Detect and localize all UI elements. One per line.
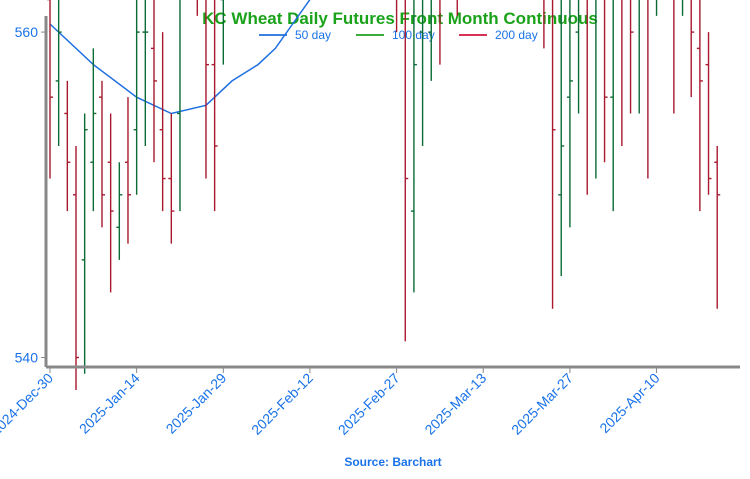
ohlc-bar	[196, 0, 199, 16]
ohlc-bar	[566, 0, 573, 228]
ohlc-bar	[647, 0, 649, 179]
ohlc-bar	[168, 113, 175, 244]
legend-item: 50 day	[259, 28, 331, 42]
ohlc-bar	[220, 0, 225, 65]
x-tick-label: 2025-Jan-29	[163, 370, 230, 437]
ohlc-bar	[98, 80, 105, 228]
ohlc-bar	[124, 97, 131, 244]
ohlc-bar	[116, 162, 123, 260]
ohlc-bar	[159, 32, 166, 212]
x-tick-label: 2025-Feb-12	[248, 370, 316, 438]
ohlc-bar	[419, 0, 424, 146]
x-tick-label: 2025-Mar-13	[421, 370, 489, 438]
x-tick-label: 2025-Mar-27	[508, 370, 576, 438]
ohlc-bar	[410, 0, 417, 293]
x-axis: 2024-Dec-30 2025-Jan-14 2025-Jan-29 2025-Fe…	[0, 367, 663, 438]
legend-label: 50 day	[295, 28, 331, 42]
ohlc-bar	[211, 0, 218, 212]
ohlc-bar	[55, 0, 62, 146]
ohlc-bar	[655, 0, 658, 16]
ohlc-bar	[47, 0, 53, 179]
ohlc-bar	[142, 0, 149, 146]
ohlc-bars	[47, 0, 721, 391]
ohlc-bar	[714, 145, 721, 309]
x-tick-label: 2025-Apr-10	[596, 370, 662, 436]
ohlc-bar	[133, 0, 140, 195]
series-line	[49, 0, 311, 115]
ohlc-bar	[428, 0, 432, 81]
ohlc-bar	[586, 0, 588, 195]
ohlc-bar	[629, 0, 634, 114]
ohlc-bar	[673, 0, 675, 114]
ohlc-bar	[150, 0, 157, 163]
y-tick-label: 560	[15, 24, 39, 40]
ohlc-bar	[64, 80, 71, 212]
ohlc-bar	[681, 0, 684, 16]
ohlc-bar	[603, 0, 608, 163]
ohlc-bar	[404, 0, 409, 342]
ohlc-bar	[90, 48, 97, 212]
plot-area	[47, 0, 721, 391]
source-note: Source: Barchart	[344, 455, 441, 469]
y-tick-label: 540	[15, 350, 39, 366]
ohlc-bar	[107, 113, 114, 293]
legend-label: 200 day	[495, 28, 538, 42]
legend-item: 200 day	[459, 28, 538, 42]
ohlc-bar	[205, 0, 209, 179]
ohlc-bar	[696, 0, 703, 212]
ohlc-bar	[439, 0, 441, 65]
x-tick-label: 2024-Dec-30	[0, 370, 56, 439]
ohlc-bar	[690, 0, 695, 98]
x-tick-label: 2025-Feb-27	[335, 370, 403, 438]
x-tick-label: 2025-Jan-14	[76, 370, 143, 437]
ohlc-bar	[551, 0, 556, 309]
y-axis: 540560580600620640	[15, 24, 46, 366]
moving-average-lines	[49, 0, 311, 115]
legend: 50 day 100 day 200 day	[259, 28, 538, 42]
ohlc-bar	[575, 0, 580, 114]
ohlc-bar	[176, 0, 181, 212]
ohlc-bar	[638, 0, 640, 114]
chart-title: KC Wheat Daily Futures Front Month Conti…	[202, 9, 598, 28]
ohlc-bar	[595, 0, 597, 179]
ohlc-bar	[81, 113, 88, 374]
ohlc-bar	[610, 0, 614, 212]
ohlc-bar	[621, 0, 623, 146]
ohlc-bar	[72, 145, 79, 391]
ohlc-bar	[705, 32, 712, 195]
ohlc-bar	[558, 0, 565, 277]
